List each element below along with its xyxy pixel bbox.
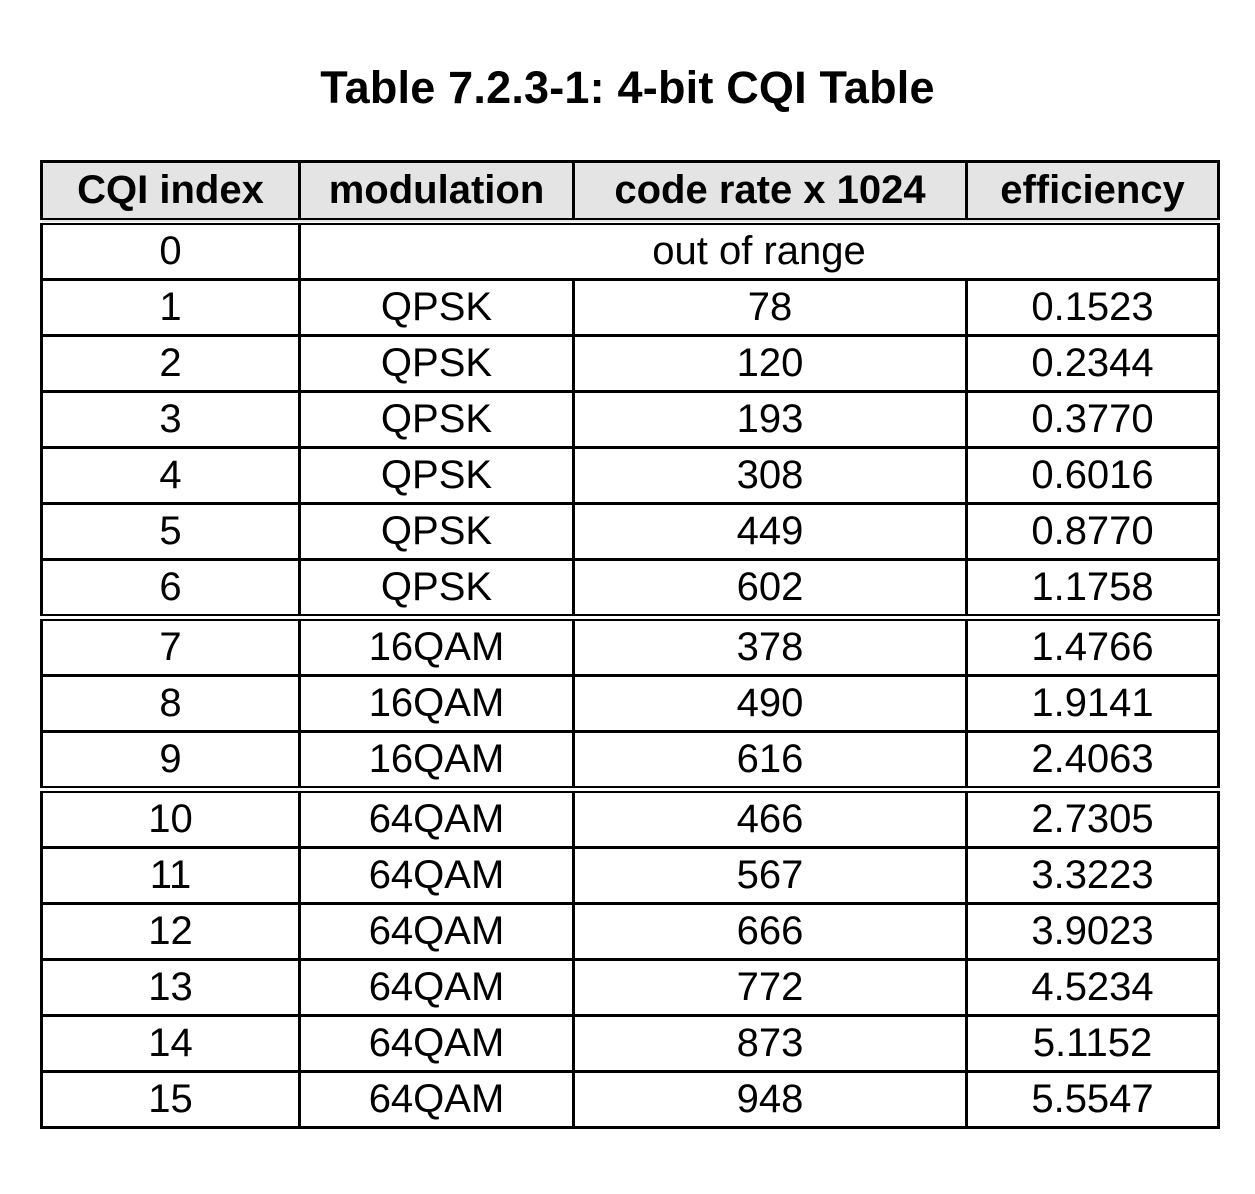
- cell-modulation: 64QAM: [298, 1070, 575, 1129]
- cell-cqi-index: 13: [40, 958, 301, 1017]
- cell-modulation: 64QAM: [298, 846, 575, 905]
- cqi-table: CQI index modulation code rate x 1024 ef…: [40, 160, 1220, 1129]
- table-row: 4 QPSK 308 0.6016: [40, 446, 1220, 505]
- cell-modulation: 64QAM: [298, 786, 575, 849]
- cell-code-rate: 78: [572, 278, 968, 337]
- cell-code-rate: 602: [572, 558, 968, 619]
- cell-code-rate: 567: [572, 846, 968, 905]
- cell-code-rate: 490: [572, 674, 968, 733]
- cell-cqi-index: 4: [40, 446, 301, 505]
- cell-modulation: QPSK: [298, 558, 575, 619]
- cell-code-rate: 308: [572, 446, 968, 505]
- table-row: 1 QPSK 78 0.1523: [40, 278, 1220, 337]
- cell-code-rate: 449: [572, 502, 968, 561]
- cell-efficiency: 5.5547: [965, 1070, 1220, 1129]
- cell-cqi-index: 14: [40, 1014, 301, 1073]
- table-row: 9 16QAM 616 2.4063: [40, 730, 1220, 791]
- cell-efficiency: 0.1523: [965, 278, 1220, 337]
- header-efficiency: efficiency: [965, 160, 1220, 225]
- cell-cqi-index: 5: [40, 502, 301, 561]
- table-row: 8 16QAM 490 1.9141: [40, 674, 1220, 733]
- cell-efficiency: 3.3223: [965, 846, 1220, 905]
- cell-modulation: QPSK: [298, 390, 575, 449]
- cell-efficiency: 2.4063: [965, 730, 1220, 791]
- table-row: 14 64QAM 873 5.1152: [40, 1014, 1220, 1073]
- header-modulation: modulation: [298, 160, 575, 225]
- cell-modulation: 16QAM: [298, 614, 575, 677]
- header-code-rate: code rate x 1024: [572, 160, 968, 225]
- table-row: 12 64QAM 666 3.9023: [40, 902, 1220, 961]
- cell-efficiency: 0.6016: [965, 446, 1220, 505]
- cell-modulation: QPSK: [298, 334, 575, 393]
- cell-efficiency: 1.1758: [965, 558, 1220, 619]
- cell-cqi-index: 15: [40, 1070, 301, 1129]
- table-row: 0 out of range: [40, 220, 1220, 281]
- cell-cqi-index: 7: [40, 614, 301, 677]
- cell-code-rate: 873: [572, 1014, 968, 1073]
- cell-cqi-index: 3: [40, 390, 301, 449]
- cell-code-rate: 466: [572, 786, 968, 849]
- cell-modulation: 16QAM: [298, 674, 575, 733]
- cell-efficiency: 5.1152: [965, 1014, 1220, 1073]
- cell-cqi-index: 0: [40, 220, 301, 281]
- cell-code-rate: 616: [572, 730, 968, 791]
- cell-efficiency: 1.9141: [965, 674, 1220, 733]
- cell-cqi-index: 1: [40, 278, 301, 337]
- cell-cqi-index: 8: [40, 674, 301, 733]
- cell-code-rate: 193: [572, 390, 968, 449]
- cell-efficiency: 0.8770: [965, 502, 1220, 561]
- cell-modulation: 64QAM: [298, 958, 575, 1017]
- table-row: 3 QPSK 193 0.3770: [40, 390, 1220, 449]
- page-title: Table 7.2.3-1: 4-bit CQI Table: [320, 62, 935, 113]
- table-row: 7 16QAM 378 1.4766: [40, 614, 1220, 677]
- cell-modulation: QPSK: [298, 502, 575, 561]
- cell-cqi-index: 2: [40, 334, 301, 393]
- cell-efficiency: 1.4766: [965, 614, 1220, 677]
- cell-out-of-range: out of range: [298, 220, 1220, 281]
- table-row: 6 QPSK 602 1.1758: [40, 558, 1220, 619]
- cell-modulation: 64QAM: [298, 1014, 575, 1073]
- cell-modulation: 64QAM: [298, 902, 575, 961]
- header-cqi-index: CQI index: [40, 160, 301, 225]
- table-row: 13 64QAM 772 4.5234: [40, 958, 1220, 1017]
- cell-code-rate: 948: [572, 1070, 968, 1129]
- cell-cqi-index: 12: [40, 902, 301, 961]
- cell-code-rate: 666: [572, 902, 968, 961]
- cell-efficiency: 0.2344: [965, 334, 1220, 393]
- cell-efficiency: 0.3770: [965, 390, 1220, 449]
- cell-modulation: QPSK: [298, 278, 575, 337]
- cell-efficiency: 4.5234: [965, 958, 1220, 1017]
- table-row: 5 QPSK 449 0.8770: [40, 502, 1220, 561]
- cell-code-rate: 772: [572, 958, 968, 1017]
- cell-code-rate: 120: [572, 334, 968, 393]
- header-row: CQI index modulation code rate x 1024 ef…: [40, 160, 1220, 225]
- cell-efficiency: 2.7305: [965, 786, 1220, 849]
- cell-modulation: 16QAM: [298, 730, 575, 791]
- cell-modulation: QPSK: [298, 446, 575, 505]
- table-row: 2 QPSK 120 0.2344: [40, 334, 1220, 393]
- cell-cqi-index: 11: [40, 846, 301, 905]
- cell-code-rate: 378: [572, 614, 968, 677]
- table-row: 15 64QAM 948 5.5547: [40, 1070, 1220, 1129]
- table-row: 10 64QAM 466 2.7305: [40, 786, 1220, 849]
- table-row: 11 64QAM 567 3.3223: [40, 846, 1220, 905]
- cell-efficiency: 3.9023: [965, 902, 1220, 961]
- cell-cqi-index: 10: [40, 786, 301, 849]
- cell-cqi-index: 6: [40, 558, 301, 619]
- cell-cqi-index: 9: [40, 730, 301, 791]
